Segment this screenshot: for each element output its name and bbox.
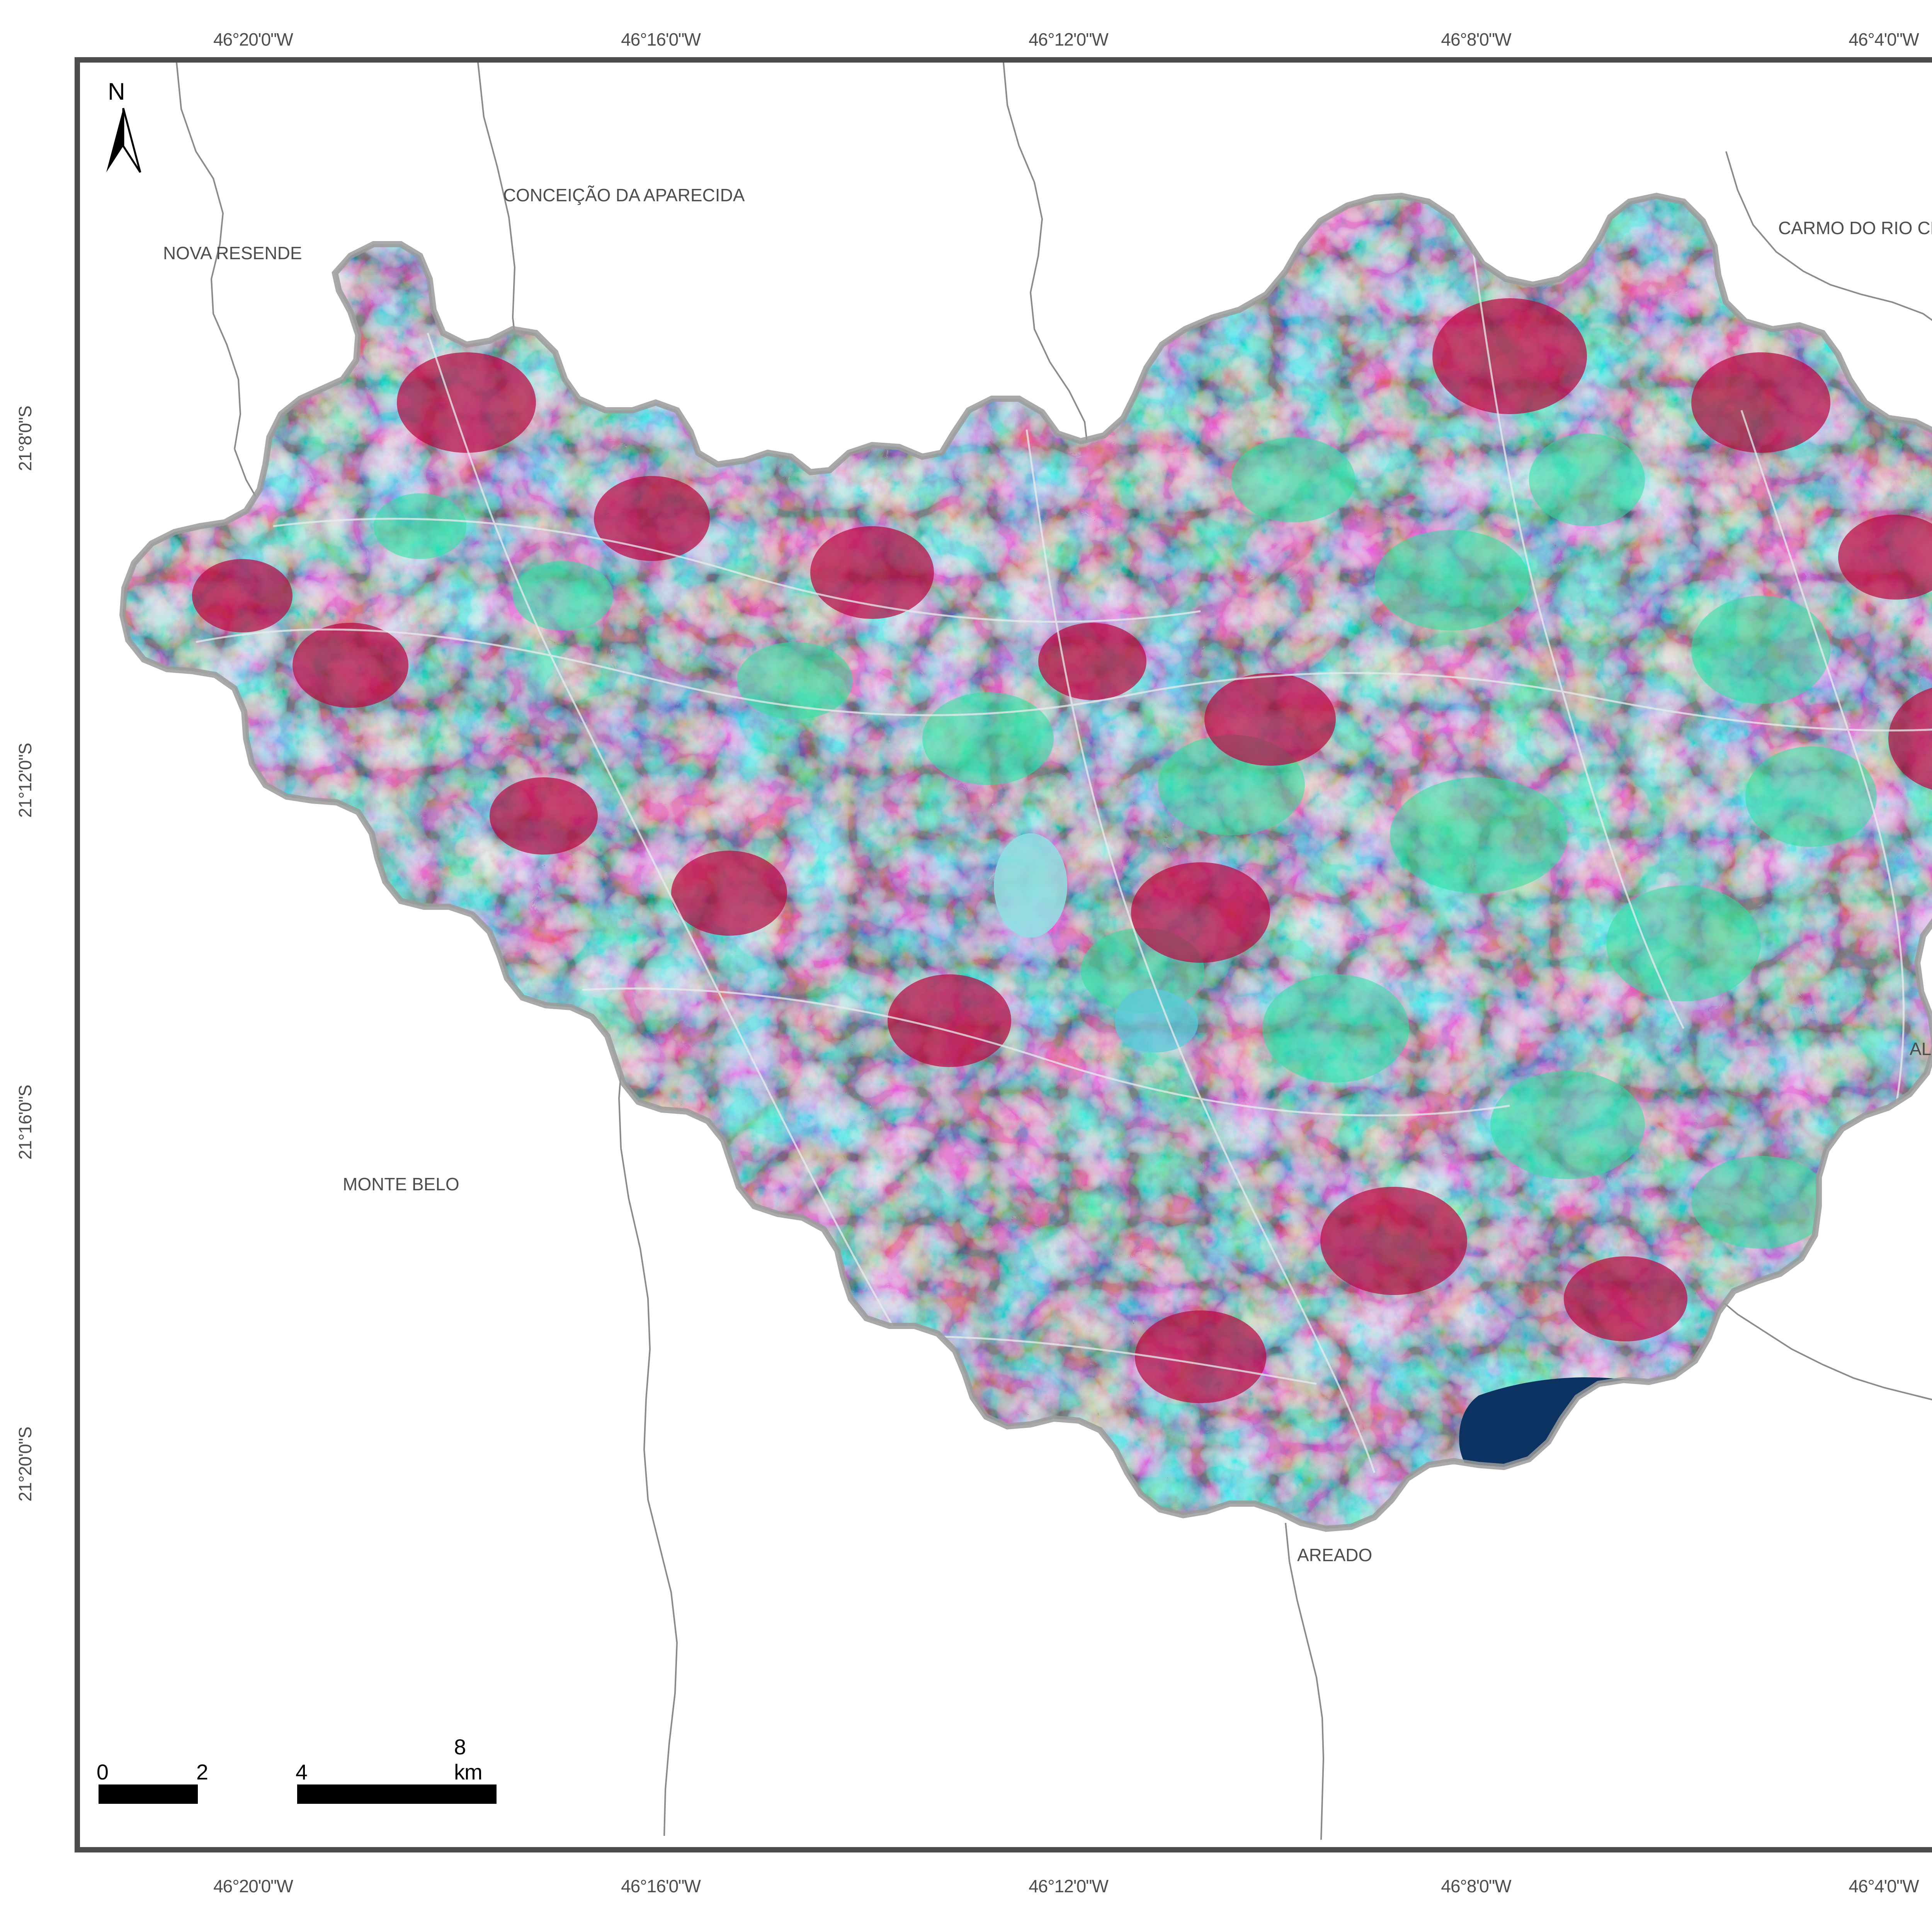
- lon-label-top-4: 46°8'0"W: [1441, 29, 1511, 49]
- map-label-areado: AREADO: [1297, 1545, 1372, 1565]
- lon-tick-bottom-1: [253, 1847, 257, 1852]
- lat-tick-left-2: [75, 779, 80, 783]
- lon-label-bottom-3: 46°12'0"W: [1029, 1876, 1109, 1896]
- scale-tick-2: 2: [196, 1760, 208, 1784]
- lat-label-1: 21°8'0"S: [15, 406, 35, 471]
- scale-bar-labels: 0 2 4 8 km: [96, 1735, 524, 1784]
- lon-tick-top-3: [1068, 57, 1072, 63]
- map-frame: NOVA RESENDE CONCEIÇÃO DA APARECIDA CARM…: [75, 57, 1932, 1852]
- lat-label-2: 21°12'0"S: [15, 743, 35, 818]
- lon-tick-bottom-2: [661, 1847, 664, 1852]
- scale-bar: 0 2 4 8 km: [96, 1735, 524, 1819]
- lat-tick-left-3: [75, 1121, 80, 1125]
- lon-label-top-1: 46°20'0"W: [213, 29, 293, 49]
- lon-label-top-3: 46°12'0"W: [1029, 29, 1109, 49]
- lat-label-3: 21°16'0"S: [15, 1085, 35, 1160]
- municipality-boundary: [119, 192, 1932, 1532]
- lat-tick-left-1: [75, 437, 80, 441]
- map-label-monte-belo: MONTE BELO: [343, 1174, 459, 1194]
- north-letter: N: [108, 78, 125, 105]
- scale-seg-1: [99, 1784, 198, 1804]
- lon-tick-bottom-5: [1884, 1847, 1887, 1852]
- scale-tick-8: 8 km: [454, 1735, 483, 1784]
- map-label-alfenas: ALFENAS: [1910, 1039, 1932, 1059]
- north-arrow: N: [99, 78, 157, 182]
- lon-label-bottom-1: 46°20'0"W: [213, 1876, 293, 1896]
- map-label-carmo-do-rio-claro: CARMO DO RIO CLARO: [1778, 218, 1932, 238]
- lon-label-top-5: 46°4'0"W: [1849, 29, 1919, 49]
- lon-tick-top-1: [253, 57, 257, 63]
- lon-label-bottom-2: 46°16'0"W: [621, 1876, 701, 1896]
- lon-tick-top-2: [661, 57, 664, 63]
- map-canvas: NOVA RESENDE CONCEIÇÃO DA APARECIDA CARM…: [80, 63, 1932, 1847]
- map-svg: [119, 63, 1932, 1840]
- lon-label-bottom-4: 46°8'0"W: [1441, 1876, 1511, 1896]
- scale-tick-4: 4: [295, 1760, 308, 1784]
- lon-tick-bottom-4: [1476, 1847, 1480, 1852]
- lon-tick-top-5: [1884, 57, 1887, 63]
- scale-seg-3: [297, 1784, 497, 1804]
- scale-seg-2: [198, 1784, 297, 1804]
- scale-bar-graphic: [99, 1784, 497, 1804]
- lon-label-bottom-5: 46°4'0"W: [1849, 1876, 1919, 1896]
- lon-label-top-2: 46°16'0"W: [621, 29, 701, 49]
- map-label-conceicao-da-aparecida: CONCEIÇÃO DA APARECIDA: [503, 185, 745, 205]
- north-arrow-icon: [106, 108, 141, 173]
- map-label-nova-resende: NOVA RESENDE: [163, 243, 302, 263]
- lon-tick-top-4: [1476, 57, 1480, 63]
- scale-tick-0: 0: [96, 1760, 109, 1784]
- lat-label-4: 21°20'0"S: [15, 1427, 35, 1502]
- lon-tick-bottom-3: [1068, 1847, 1072, 1852]
- lat-tick-left-4: [75, 1463, 80, 1467]
